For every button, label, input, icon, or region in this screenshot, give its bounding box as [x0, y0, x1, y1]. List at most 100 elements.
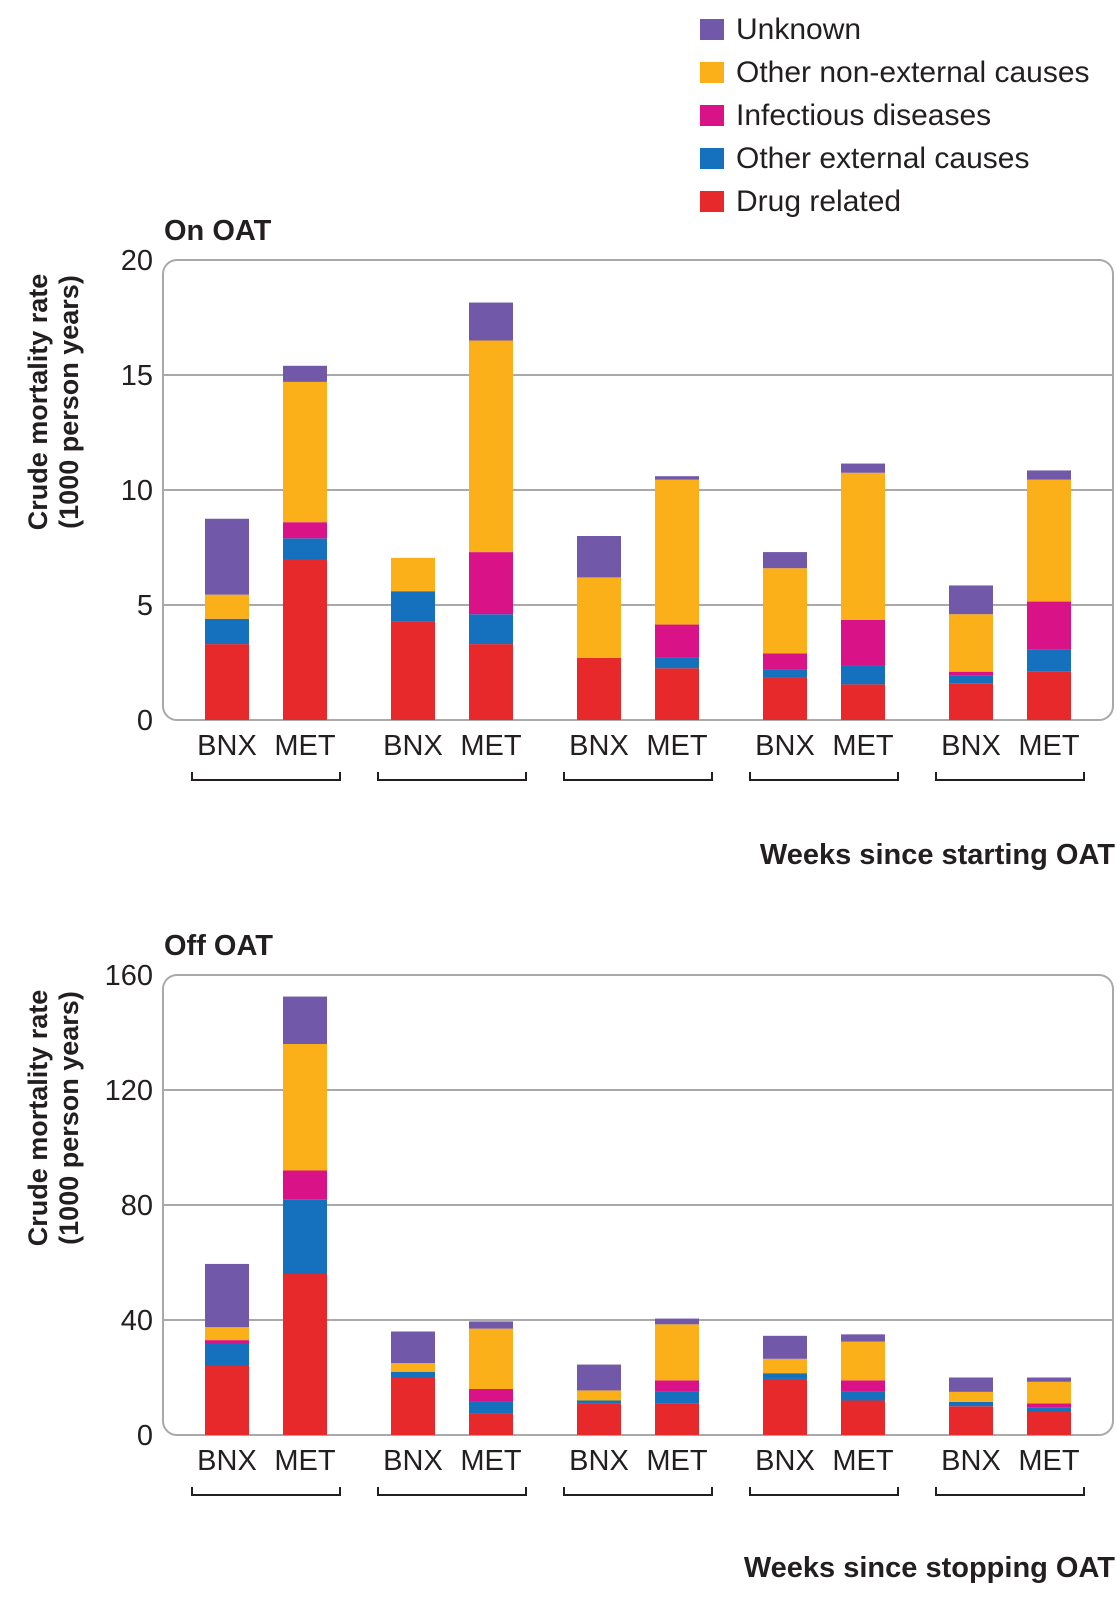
legend-item: Other external causes: [700, 137, 1090, 180]
legend-swatch: [700, 62, 724, 83]
bar-segment: [577, 1390, 621, 1401]
bar-label: BNX: [941, 1445, 1001, 1477]
panel-title: Off OAT: [164, 930, 273, 962]
legend-label: Other non-external causes: [736, 55, 1090, 89]
bar-segment: [841, 1341, 885, 1381]
bar-segment: [841, 619, 885, 666]
y-tick-label: 20: [121, 245, 153, 277]
bar-segment: [391, 1363, 435, 1372]
bar-segment: [1027, 1407, 1071, 1412]
bar-segment: [469, 340, 513, 553]
y-tick-label: 0: [137, 705, 153, 737]
legend-label: Infectious diseases: [736, 98, 992, 132]
bar-segment: [577, 657, 621, 720]
bar-label: MET: [646, 1445, 708, 1477]
bar-segment: [283, 365, 327, 382]
bar-segment: [469, 614, 513, 645]
bar-segment: [763, 677, 807, 720]
legend-label: Other external causes: [736, 141, 1030, 175]
bar-segment: [841, 1391, 885, 1401]
legend-item: Infectious diseases: [700, 94, 1090, 137]
bar-label: MET: [832, 1445, 894, 1477]
bar-segment: [655, 657, 699, 669]
y-tick-label: 0: [137, 1420, 153, 1452]
bar-segment: [763, 1335, 807, 1359]
bar-segment: [283, 1044, 327, 1171]
bar-segment: [205, 518, 249, 595]
group-bracket: [749, 1487, 899, 1496]
bar-segment: [1027, 1412, 1071, 1435]
bar-segment: [763, 568, 807, 654]
y-tick-label: 10: [121, 475, 153, 507]
bar-label: BNX: [755, 730, 815, 762]
bar-segment: [283, 559, 327, 720]
bar-segment: [205, 1340, 249, 1343]
bar-segment: [841, 472, 885, 620]
bar-segment: [1027, 470, 1071, 480]
bar-segment: [205, 644, 249, 720]
bar-segment: [205, 594, 249, 619]
bar-segment: [391, 557, 435, 592]
bar-segment: [469, 1328, 513, 1389]
bar-segment: [1027, 1403, 1071, 1408]
bar-segment: [841, 1380, 885, 1392]
chart-panel-on-oat: On OAT Crude mortality rate (1000 person …: [0, 215, 1117, 895]
legend-item: Drug related: [700, 180, 1090, 223]
bar-segment: [469, 644, 513, 720]
bar-segment: [469, 1413, 513, 1435]
bar-segment: [469, 1401, 513, 1414]
bar-label: MET: [274, 730, 336, 762]
panel-title: On OAT: [164, 215, 272, 247]
bar-label: MET: [274, 1445, 336, 1477]
bar-segment: [763, 669, 807, 678]
y-tick-label: 40: [121, 1305, 153, 1337]
y-tick-label: 5: [137, 590, 153, 622]
bar-segment: [469, 1389, 513, 1402]
x-axis-title: Weeks since starting OAT: [759, 839, 1115, 871]
bar-segment: [841, 665, 885, 685]
bar-segment: [1027, 601, 1071, 650]
bar-segment: [283, 996, 327, 1044]
bar-segment: [655, 668, 699, 720]
x-axis-title: Weeks since stopping OAT: [743, 1552, 1115, 1584]
bar-label: BNX: [383, 730, 443, 762]
bar-segment: [577, 1403, 621, 1435]
bar-segment: [283, 381, 327, 523]
bar-segment: [949, 1377, 993, 1392]
bar-segment: [841, 463, 885, 473]
y-tick-label: 15: [121, 360, 153, 392]
legend-swatch: [700, 191, 724, 212]
group-bracket: [377, 1487, 527, 1496]
bar-segment: [655, 624, 699, 658]
legend-item: Other non-external causes: [700, 51, 1090, 94]
group-bracket: [935, 772, 1085, 781]
y-tick-label: 120: [105, 1075, 153, 1107]
group-bracket: [563, 772, 713, 781]
legend-label: Unknown: [736, 12, 862, 46]
bar-segment: [391, 1371, 435, 1378]
group-bracket: [563, 1487, 713, 1496]
bar-segment: [391, 1377, 435, 1435]
bar-label: MET: [1018, 1445, 1080, 1477]
group-bracket: [377, 772, 527, 781]
group-bracket: [191, 1487, 341, 1496]
bar-segment: [1027, 479, 1071, 602]
bar-label: BNX: [941, 730, 1001, 762]
legend-label: Drug related: [736, 184, 902, 218]
bar-segment: [949, 671, 993, 676]
bar-segment: [655, 1380, 699, 1392]
bar-segment: [205, 618, 249, 645]
bar-segment: [205, 1343, 249, 1366]
stacked-bar-chart: 05101520BNXMET1BNXMET2BNXMET3-4BNXMET5-1…: [121, 245, 1114, 781]
stacked-bar-chart: 04080120160BNXMET1BNXMET2BNXMET3-4BNXMET…: [105, 960, 1114, 1496]
bar-segment: [1027, 671, 1071, 720]
group-bracket: [935, 1487, 1085, 1496]
bar-segment: [283, 522, 327, 539]
bar-segment: [949, 585, 993, 615]
bar-segment: [577, 1364, 621, 1391]
bar-label: BNX: [569, 1445, 629, 1477]
bar-label: MET: [1018, 730, 1080, 762]
chart-panel-off-oat: Off OAT Crude mortality rate (1000 person…: [0, 930, 1117, 1605]
bar-segment: [391, 621, 435, 720]
bar-segment: [469, 1321, 513, 1329]
